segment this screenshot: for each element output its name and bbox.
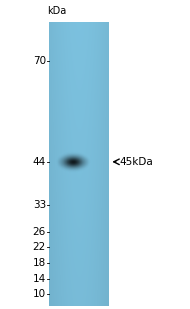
Text: 14: 14 (33, 274, 46, 284)
Text: 33: 33 (33, 200, 46, 210)
Text: 26: 26 (33, 227, 46, 237)
Text: 22: 22 (33, 243, 46, 252)
Text: kDa: kDa (48, 6, 67, 16)
Text: Western Blot: Western Blot (52, 0, 146, 2)
Text: 18: 18 (33, 258, 46, 268)
Text: 45kDa: 45kDa (120, 157, 153, 167)
Text: 10: 10 (33, 289, 46, 299)
Text: 44: 44 (33, 157, 46, 167)
Text: 70: 70 (33, 56, 46, 66)
